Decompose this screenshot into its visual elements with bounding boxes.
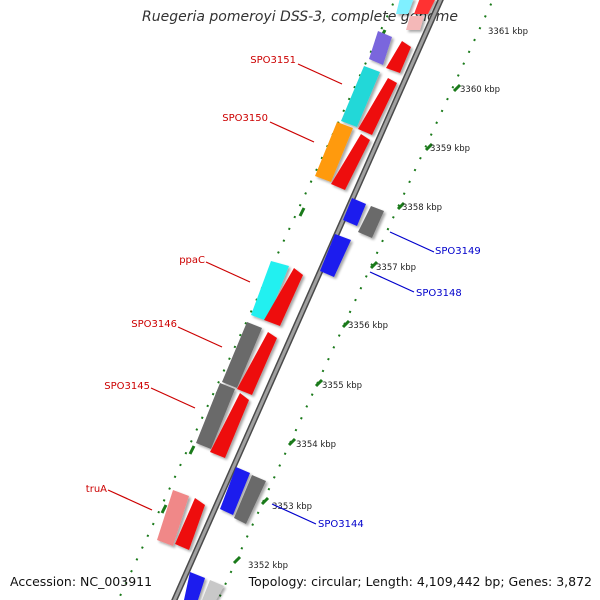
genome-summary-text: Topology: circular; Length: 4,109,442 bp… bbox=[248, 574, 592, 589]
gene-feature-red bbox=[358, 78, 397, 135]
gene-label-forward: SPO3150 bbox=[222, 113, 268, 124]
gene-spo3145-gray bbox=[196, 383, 235, 449]
gene-label-reverse: SPO3144 bbox=[318, 519, 364, 530]
ruler-tick bbox=[232, 555, 242, 565]
gene-feature-top-red bbox=[414, 0, 435, 14]
leader-spo3144 bbox=[271, 503, 317, 525]
ruler-tick bbox=[369, 260, 379, 270]
tick-label: 3358 kbp bbox=[402, 203, 442, 213]
ruler-tick bbox=[260, 496, 270, 506]
leader-spo3149 bbox=[389, 231, 435, 253]
leader-ppac bbox=[205, 261, 251, 283]
tick-label: 3353 kbp bbox=[272, 502, 312, 512]
tick-label: 3357 kbp bbox=[376, 263, 416, 273]
genome-backbone bbox=[171, 0, 444, 600]
gene-feature-red bbox=[331, 134, 370, 190]
gene-label-forward: truA bbox=[86, 484, 107, 495]
label-leader-lines bbox=[107, 63, 435, 525]
gene-spo3150-orange bbox=[315, 122, 353, 182]
gene-label-forward: SPO3146 bbox=[131, 319, 177, 330]
gene-spo3149-gray bbox=[358, 206, 384, 238]
ruler-tick bbox=[314, 378, 324, 388]
leader-spo3145 bbox=[150, 387, 196, 409]
gene-spo3144-gray bbox=[234, 475, 266, 524]
gene-label-reverse: SPO3148 bbox=[416, 288, 462, 299]
ruler-tick bbox=[188, 445, 196, 455]
gene-feature-purple bbox=[369, 31, 392, 65]
leader-spo3151 bbox=[297, 63, 343, 85]
ruler-tick bbox=[287, 437, 297, 447]
tick-label: 3356 kbp bbox=[348, 321, 388, 331]
ruler-tick-labels: 3361 kbp 3360 kbp 3359 kbp 3358 kbp 3357… bbox=[248, 27, 528, 571]
ruler-tick bbox=[160, 504, 168, 514]
tick-label: 3354 kbp bbox=[296, 440, 336, 450]
tick-label: 3355 kbp bbox=[322, 381, 362, 391]
ruler-tick bbox=[424, 142, 434, 152]
forward-strand-genes bbox=[157, 0, 435, 600]
gene-feature-blue bbox=[343, 198, 366, 226]
gene-feature-blue bbox=[220, 467, 250, 515]
ruler-dotted-lines bbox=[117, 0, 494, 600]
gene-feature-red bbox=[264, 268, 303, 326]
gene-feature-red bbox=[386, 41, 411, 73]
tick-label: 3360 kbp bbox=[460, 85, 500, 95]
gene-feature-red bbox=[210, 393, 249, 458]
leader-spo3148 bbox=[369, 271, 415, 293]
tick-label: 3361 kbp bbox=[488, 27, 528, 37]
accession-text: Accession: NC_003911 bbox=[10, 574, 153, 589]
gene-label-reverse: SPO3149 bbox=[435, 246, 481, 257]
leader-trua bbox=[107, 489, 153, 511]
leader-spo3146 bbox=[177, 326, 223, 348]
gene-labels: SPO3151 SPO3150 ppaC SPO3146 SPO3145 tru… bbox=[86, 55, 481, 530]
ruler-line-left bbox=[117, 0, 396, 600]
gene-feature-bottom-silver bbox=[202, 580, 224, 600]
tick-label: 3352 kbp bbox=[248, 561, 288, 571]
gene-label-forward: SPO3145 bbox=[104, 381, 150, 392]
gene-feature-top-cyan bbox=[396, 0, 414, 14]
reverse-strand-genes bbox=[220, 198, 384, 524]
gene-spo3148-blue bbox=[320, 234, 351, 277]
gene-feature-top-pink bbox=[406, 16, 424, 30]
ruler-tick bbox=[298, 207, 306, 217]
ruler-tick bbox=[341, 319, 351, 329]
gene-label-forward: SPO3151 bbox=[250, 55, 296, 66]
gene-feature-red bbox=[237, 332, 277, 395]
ruler-line-right bbox=[217, 0, 494, 600]
gene-spo3146-gray bbox=[222, 322, 262, 388]
gene-label-forward: ppaC bbox=[179, 255, 205, 266]
gene-feature-red bbox=[175, 498, 205, 550]
leader-spo3150 bbox=[269, 121, 315, 143]
tick-label: 3359 kbp bbox=[430, 144, 470, 154]
gene-spo3151-cyan bbox=[341, 66, 380, 127]
ruler-tick bbox=[396, 201, 406, 211]
gene-feature-bottom-blue bbox=[184, 572, 205, 600]
gene-trua-pink bbox=[157, 490, 189, 546]
map-title: Ruegeria pomeroyi DSS-3, complete genome bbox=[142, 9, 458, 25]
ruler-tick bbox=[452, 83, 462, 93]
gene-ppac-cyan bbox=[251, 261, 289, 321]
